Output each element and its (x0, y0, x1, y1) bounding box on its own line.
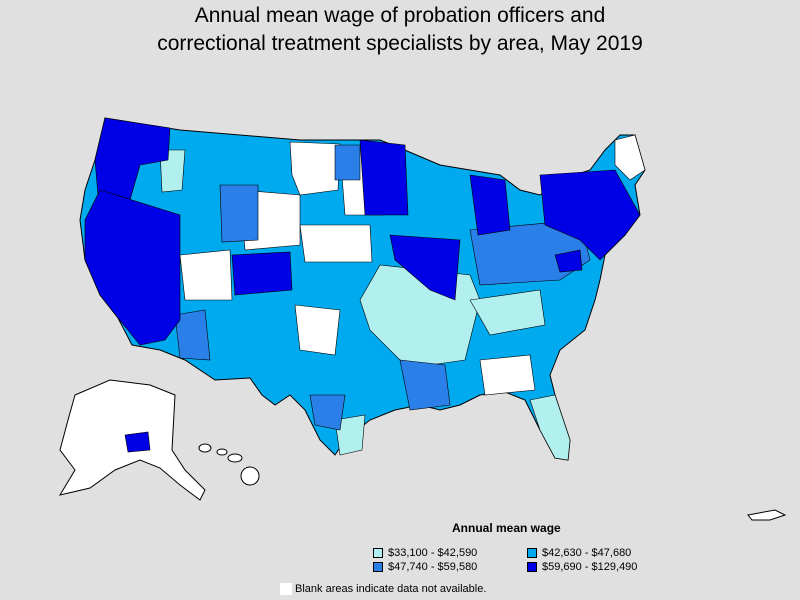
blank-area-new-mexico (294, 304, 341, 356)
band-3-area-louisiana (399, 359, 451, 411)
hawaii-islands (198, 443, 260, 486)
band-4-area-anchorage (124, 431, 151, 453)
band-4-area-minnesota (359, 139, 409, 216)
band-4-area-michigan (469, 174, 511, 236)
map-title: Annual mean wage of probation officers a… (0, 2, 800, 58)
legend-swatch-band-2 (527, 548, 537, 558)
legend-item-band-3: $47,740 - $59,580 (373, 561, 477, 573)
band-3-area-texas (309, 394, 346, 431)
blank-area-plains (299, 224, 373, 263)
legend-item-band-4: $59,690 - $129,490 (527, 561, 637, 573)
legend-swatch-band-4 (527, 562, 537, 572)
legend-label-band-4: $59,690 - $129,490 (542, 561, 638, 573)
band-4-area-colorado (231, 251, 293, 296)
band-4-area-northeast (539, 169, 641, 261)
legend-item-band-1: $33,100 - $42,590 (373, 547, 477, 559)
band-3-area-wyoming-west (219, 184, 259, 243)
map-title-line-2: correctional treatment specialists by ar… (157, 32, 643, 55)
legend-swatch-band-3 (373, 562, 383, 572)
band-4-area-illinois (389, 234, 461, 301)
blank-areas-note: Blank areas indicate data not available. (280, 583, 486, 595)
puerto-rico-outline (747, 509, 787, 521)
blank-area-southeast (479, 354, 536, 396)
band-3-area-north-dakota (334, 144, 361, 181)
legend-item-band-2: $42,630 - $47,680 (527, 547, 631, 559)
blank-area-maine (614, 134, 646, 181)
legend-label-band-3: $47,740 - $59,580 (388, 561, 478, 573)
legend-swatch-band-1 (373, 548, 383, 558)
blank-swatch (280, 583, 292, 595)
band-4-area-nevada-california (84, 189, 181, 346)
blank-area-montana (289, 141, 341, 196)
legend-label-band-1: $33,100 - $42,590 (388, 547, 478, 559)
band-3-area-arizona (174, 309, 211, 361)
map-title-line-1: Annual mean wage of probation officers a… (194, 4, 606, 27)
blank-areas-note-text: Blank areas indicate data not available. (295, 583, 487, 595)
band-4-area-maryland (554, 249, 583, 273)
blank-area-nevada-utah (179, 249, 233, 301)
legend-label-band-2: $42,630 - $47,680 (542, 547, 632, 559)
band-1-area-florida (529, 394, 571, 461)
band-1-area-kentucky (469, 289, 546, 336)
band-1-area-south-texas (334, 414, 366, 456)
legend-title: Annual mean wage (452, 521, 561, 535)
